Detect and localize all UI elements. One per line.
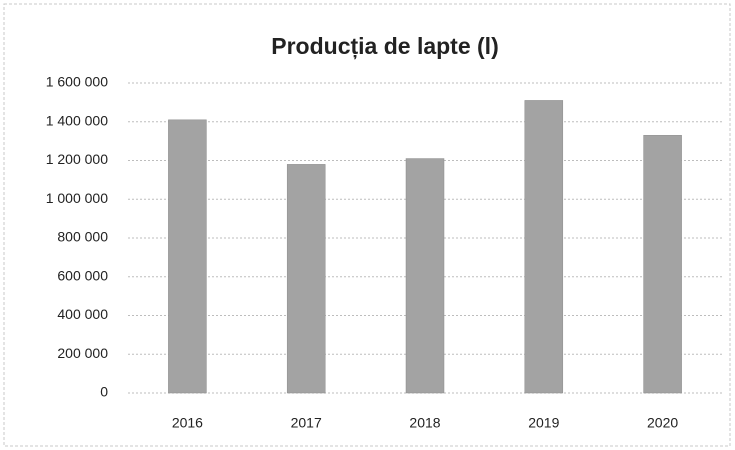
bar bbox=[405, 158, 445, 394]
y-tick-label: 200 000 bbox=[57, 345, 108, 361]
y-tick-label: 400 000 bbox=[57, 306, 108, 322]
x-tick-label: 2019 bbox=[528, 415, 559, 431]
y-tick-label: 0 bbox=[100, 384, 108, 400]
y-tick-label: 600 000 bbox=[57, 267, 108, 283]
chart-border bbox=[3, 3, 731, 447]
bar bbox=[286, 164, 326, 394]
y-tick-label: 1 000 000 bbox=[46, 190, 108, 206]
y-tick-label: 800 000 bbox=[57, 229, 108, 245]
bar bbox=[643, 135, 682, 394]
bar bbox=[168, 119, 207, 394]
x-tick-label: 2017 bbox=[291, 415, 322, 431]
y-tick-label: 1 400 000 bbox=[46, 112, 108, 128]
y-tick-label: 1 200 000 bbox=[46, 151, 108, 167]
x-tick-label: 2018 bbox=[409, 415, 440, 431]
x-tick-label: 2016 bbox=[172, 415, 203, 431]
bar bbox=[524, 100, 564, 394]
y-tick-label: 1 600 000 bbox=[46, 74, 108, 90]
x-tick-label: 2020 bbox=[647, 415, 678, 431]
chart-title: Producția de lapte (l) bbox=[271, 33, 498, 60]
